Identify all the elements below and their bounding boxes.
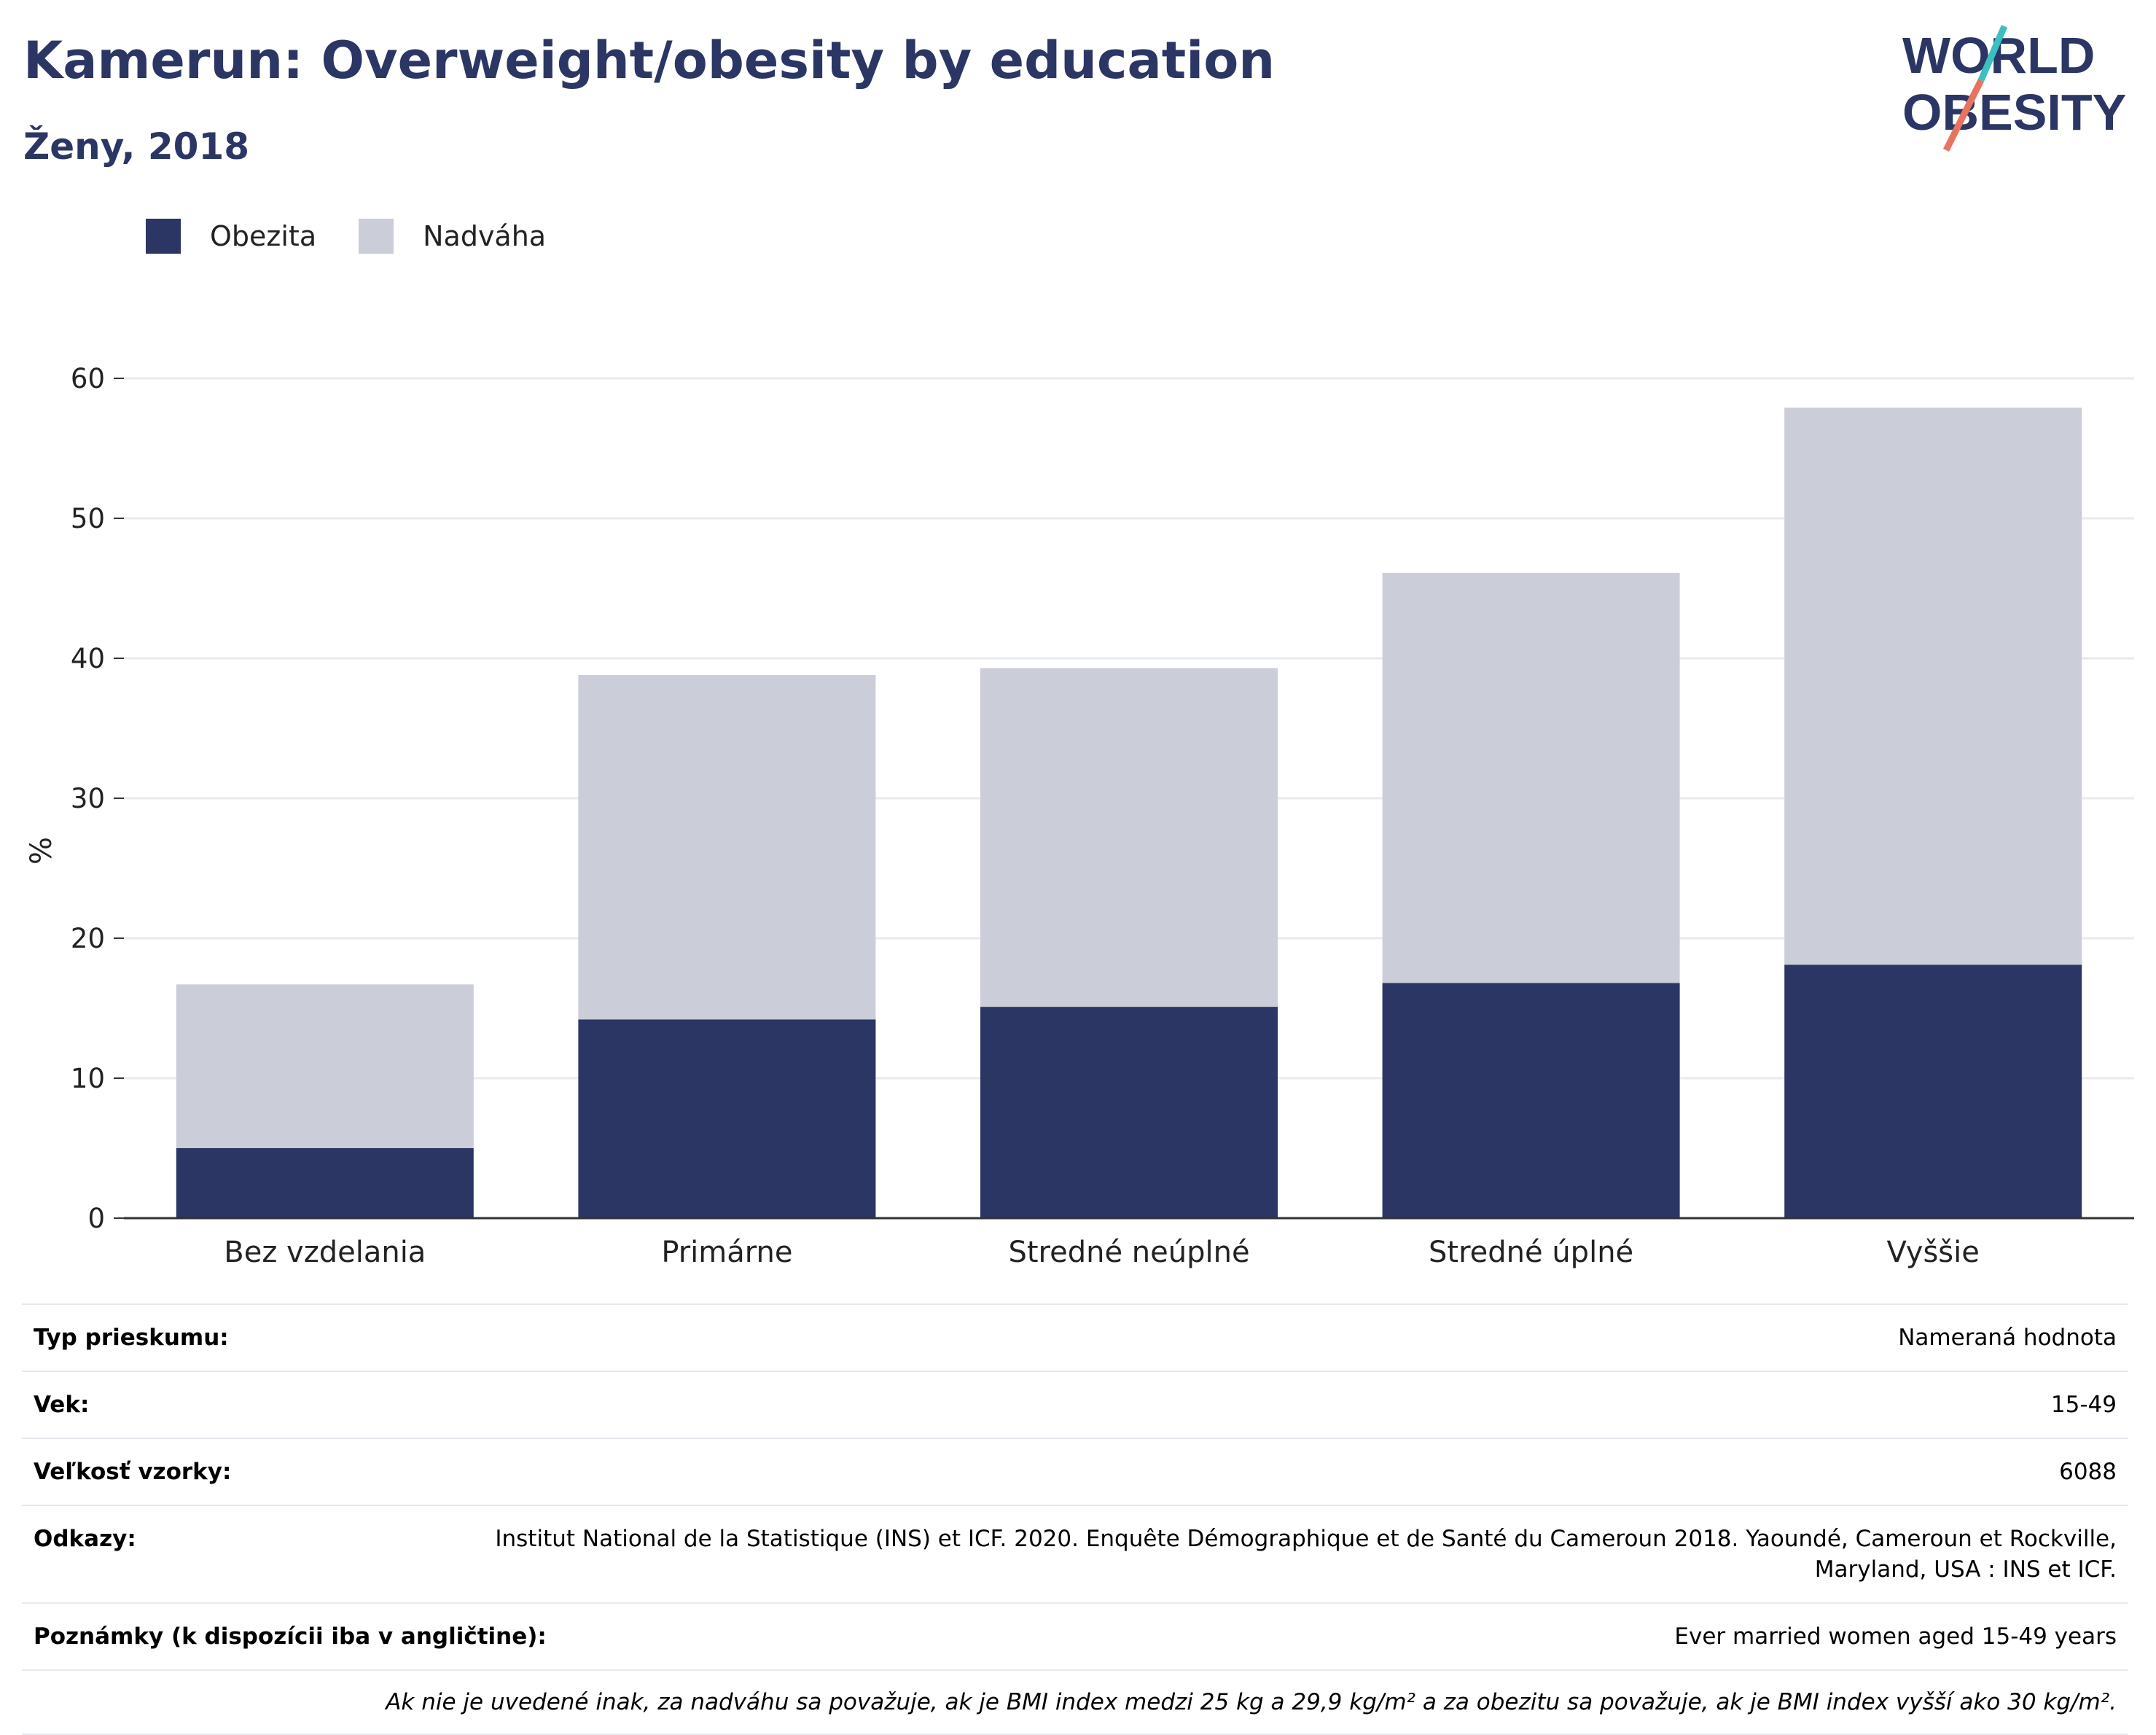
info-row-references: Odkazy: Institut National de la Statisti… bbox=[22, 1505, 2128, 1602]
info-value: 15-49 bbox=[2050, 1392, 2117, 1418]
info-row-survey-type: Typ prieskumu: Nameraná hodnota bbox=[22, 1303, 2128, 1371]
info-value: Institut National de la Statistique (INS… bbox=[495, 1526, 2117, 1583]
legend-label-nadvaha: Nadváha bbox=[423, 220, 547, 252]
chart-legend: Obezita Nadváha bbox=[146, 216, 588, 257]
page-subtitle: Ženy, 2018 bbox=[23, 125, 250, 168]
y-tick-label: 0 bbox=[87, 1203, 105, 1234]
y-tick-label: 60 bbox=[71, 363, 105, 394]
legend-label-obezita: Obezita bbox=[210, 220, 317, 252]
bar-nadv-ha bbox=[1784, 408, 2082, 965]
info-row-notes: Poznámky (k dispozícii iba v angličtine)… bbox=[22, 1602, 2128, 1669]
y-tick-label: 40 bbox=[71, 643, 105, 674]
info-row-age: Vek: 15-49 bbox=[22, 1371, 2128, 1438]
logo-slash-coral bbox=[1942, 78, 1985, 152]
x-tick-label: Vyššie bbox=[1887, 1236, 1980, 1268]
bar-nadv-ha bbox=[176, 984, 474, 1148]
info-key: Typ prieskumu: bbox=[34, 1325, 229, 1351]
y-tick-label: 10 bbox=[71, 1063, 105, 1094]
info-key: Veľkosť vzorky: bbox=[34, 1459, 232, 1485]
legend-swatch-obezita bbox=[146, 219, 181, 254]
x-tick-label: Primárne bbox=[661, 1236, 792, 1268]
bmi-footnote: Ak nie je uvedené inak, za nadváhu sa po… bbox=[22, 1669, 2128, 1735]
info-row-sample-size: Veľkosť vzorky: 6088 bbox=[22, 1438, 2128, 1505]
info-value: Nameraná hodnota bbox=[1898, 1325, 2117, 1351]
x-tick-label: Bez vzdelania bbox=[224, 1236, 426, 1268]
x-tick-label: Stredné neúplné bbox=[1008, 1236, 1249, 1268]
info-value: 6088 bbox=[2059, 1459, 2117, 1485]
bar-obezita bbox=[1382, 983, 1680, 1218]
bar-nadv-ha bbox=[578, 675, 876, 1020]
page-title: Kamerun: Overweight/obesity by education bbox=[23, 31, 1276, 90]
stacked-bar-chart: 0 10 20 30 40 50 60% Bez vzdelania Primárne Stred… bbox=[25, 363, 2134, 1268]
bar-nadv-ha bbox=[980, 668, 1278, 1007]
y-tick-label: 30 bbox=[71, 783, 105, 814]
logo-text-obesity: OBESITY bbox=[1902, 84, 2126, 141]
bar-obezita bbox=[176, 1148, 474, 1218]
info-key: Odkazy: bbox=[34, 1526, 136, 1552]
survey-info-table: Typ prieskumu: Nameraná hodnota Vek: 15-… bbox=[22, 1303, 2128, 1735]
bar-nadv-ha bbox=[1382, 572, 1680, 983]
y-axis-label: % bbox=[25, 837, 58, 865]
legend-item-nadvaha: Nadváha bbox=[359, 219, 546, 254]
logo-slash-teal bbox=[1977, 25, 2008, 82]
x-tick-label: Stredné úplné bbox=[1429, 1236, 1633, 1268]
legend-item-obezita: Obezita bbox=[146, 219, 316, 254]
bar-obezita bbox=[980, 1007, 1278, 1218]
world-obesity-logo: WORLD OBESITY bbox=[1902, 25, 2126, 152]
bar-obezita bbox=[1784, 964, 2082, 1218]
y-tick-label: 50 bbox=[71, 503, 105, 534]
info-value: Ever married women aged 15-49 years bbox=[1674, 1623, 2117, 1650]
bar-obezita bbox=[578, 1019, 876, 1218]
y-tick-label: 20 bbox=[71, 923, 105, 954]
info-key: Vek: bbox=[34, 1392, 90, 1418]
legend-swatch-nadvaha bbox=[359, 219, 394, 254]
info-key: Poznámky (k dispozícii iba v angličtine)… bbox=[34, 1623, 547, 1650]
